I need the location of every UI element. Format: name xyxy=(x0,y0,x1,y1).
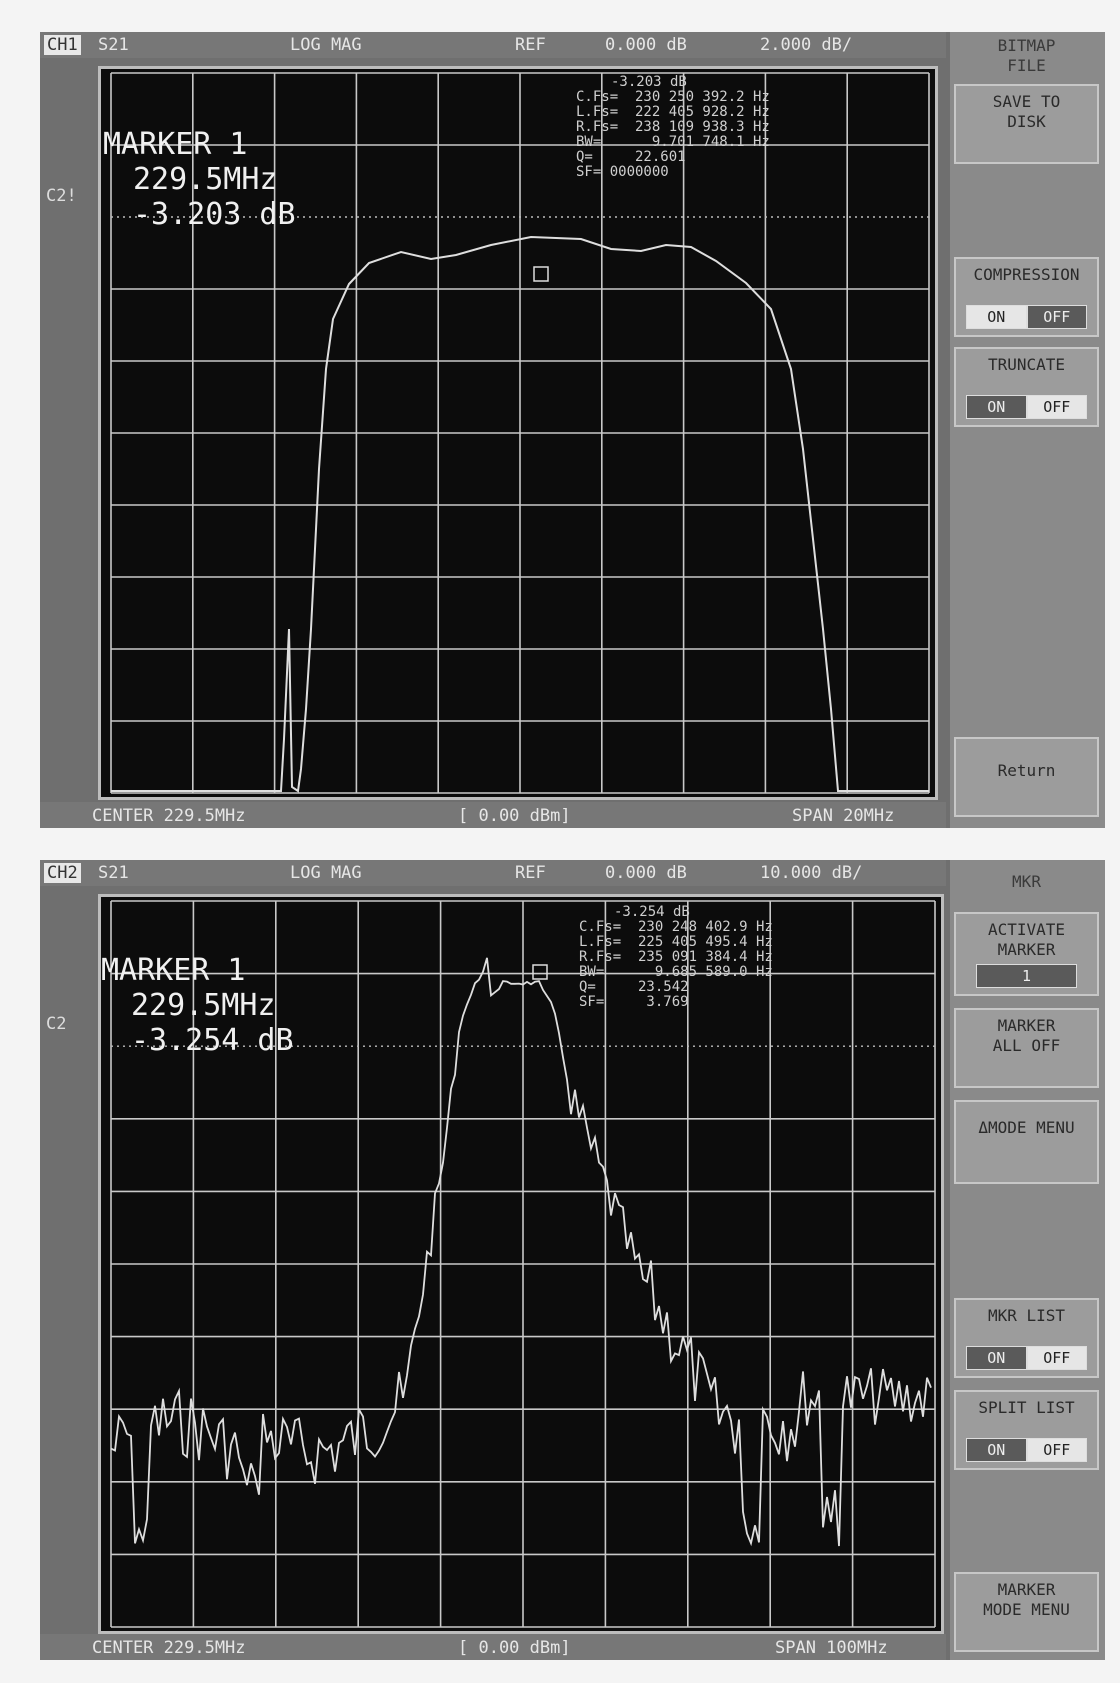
compression-label: COMPRESSION xyxy=(973,265,1080,284)
marker-mode-label: MARKER MODE MENU xyxy=(983,1580,1070,1619)
trace-graph xyxy=(110,900,936,1628)
truncate-toggle[interactable]: TRUNCATE ON OFF xyxy=(954,347,1099,427)
compression-switch[interactable]: ON OFF xyxy=(966,305,1087,329)
plot-area[interactable]: MARKER 1 229.5MHz -3.203 dB -3.203 dB C.… xyxy=(98,66,938,800)
trace-line xyxy=(110,957,932,1547)
compression-on[interactable]: ON xyxy=(966,305,1027,329)
ref-label: REF xyxy=(515,35,546,55)
stats-head: -3.254 dB xyxy=(614,904,690,920)
marker-symbol xyxy=(533,266,549,282)
graticule xyxy=(110,72,930,794)
delta-mode-menu-button[interactable]: ΔMODE MENU xyxy=(954,1100,1099,1184)
plot-area[interactable]: MARKER 1 229.5MHz -3.254 dB -3.254 dB C.… xyxy=(98,894,944,1634)
truncate-on[interactable]: ON xyxy=(966,395,1027,419)
stats-row: L.Fs= 225 405 495.4 Hz xyxy=(579,934,773,950)
marker-frequency: 229.5MHz xyxy=(133,162,278,197)
marker-value: -3.254 dB xyxy=(131,1023,294,1058)
format-label: LOG MAG xyxy=(290,35,362,55)
channel-side-label: C2 xyxy=(46,1014,67,1034)
span-value: SPAN 100MHz xyxy=(775,1638,888,1658)
screen2-footer: CENTER 229.5MHz [ 0.00 dBm] SPAN 100MHz xyxy=(40,1634,946,1660)
stats-row: Q= 23.542 xyxy=(579,979,689,995)
screen1-footer: CENTER 229.5MHz [ 0.00 dBm] SPAN 20MHz xyxy=(40,802,946,828)
activate-marker-button[interactable]: ACTIVATE MARKER 1 xyxy=(954,912,1099,996)
span-value: SPAN 20MHz xyxy=(792,806,895,826)
split-list-off[interactable]: OFF xyxy=(1026,1438,1087,1462)
stats-row: SF= 3.769 xyxy=(579,994,689,1010)
return-button[interactable]: Return xyxy=(954,737,1099,817)
source-power: [ 0.00 dBm] xyxy=(458,1638,571,1658)
format-label: LOG MAG xyxy=(290,863,362,883)
graticule xyxy=(110,900,936,1628)
activate-marker-label: ACTIVATE MARKER xyxy=(987,920,1066,959)
stats-row: R.Fs= 235 091 384.4 Hz xyxy=(579,949,773,965)
softkey-panel: BITMAP FILE SAVE TO DISK COMPRESSION ON … xyxy=(950,32,1105,828)
save-to-disk-label: SAVE TO DISK xyxy=(992,92,1061,131)
scale-value: 10.000 dB/ xyxy=(760,863,863,883)
stats-row: R.Fs= 238 109 938.3 Hz xyxy=(576,119,770,135)
stats-row: C.Fs= 230 248 402.9 Hz xyxy=(579,919,773,935)
scale-value: 2.000 dB/ xyxy=(760,35,853,55)
menu-title: BITMAP FILE xyxy=(997,36,1056,75)
marker-stats: -3.203 dB C.Fs= 230 250 392.2 Hz L.Fs= 2… xyxy=(576,75,770,180)
mkr-list-switch[interactable]: ON OFF xyxy=(966,1346,1087,1370)
save-to-disk-button[interactable]: SAVE TO DISK xyxy=(954,84,1099,164)
ref-value: 0.000 dB xyxy=(605,863,687,883)
marker-readout: MARKER 1 229.5MHz -3.254 dB xyxy=(101,953,294,1058)
split-list-label: SPLIT LIST xyxy=(978,1398,1075,1417)
compression-toggle[interactable]: COMPRESSION ON OFF xyxy=(954,257,1099,337)
source-power: [ 0.00 dBm] xyxy=(458,806,571,826)
channel-badge[interactable]: CH2 xyxy=(44,863,81,883)
active-marker-field[interactable]: 1 xyxy=(976,964,1077,988)
marker-stats: -3.254 dB C.Fs= 230 248 402.9 Hz L.Fs= 2… xyxy=(579,905,773,1010)
marker-mode-menu-button[interactable]: MARKER MODE MENU xyxy=(954,1572,1099,1652)
active-marker-value[interactable]: 1 xyxy=(976,964,1077,988)
marker-symbol xyxy=(532,964,548,980)
return-label: Return xyxy=(997,761,1056,780)
mkr-list-on[interactable]: ON xyxy=(966,1346,1027,1370)
split-list-toggle[interactable]: SPLIT LIST ON OFF xyxy=(954,1390,1099,1470)
stats-row: L.Fs= 222 405 928.2 Hz xyxy=(576,104,770,120)
analyzer-screen-2: CH2 S21 LOG MAG REF 0.000 dB 10.000 dB/ … xyxy=(40,860,1105,1660)
compression-off[interactable]: OFF xyxy=(1026,305,1087,329)
marker-all-off-button[interactable]: MARKER ALL OFF xyxy=(954,1008,1099,1088)
s-parameter: S21 xyxy=(98,863,129,883)
center-frequency: CENTER 229.5MHz xyxy=(92,806,246,826)
split-list-on[interactable]: ON xyxy=(966,1438,1027,1462)
stats-row: SF= 0000000 xyxy=(576,164,669,180)
softkey-panel: MKR ACTIVATE MARKER 1 MARKER ALL OFF ΔMO… xyxy=(950,860,1105,1660)
mkr-list-toggle[interactable]: MKR LIST ON OFF xyxy=(954,1298,1099,1378)
truncate-off[interactable]: OFF xyxy=(1026,395,1087,419)
marker-frequency: 229.5MHz xyxy=(131,988,276,1023)
s-parameter: S21 xyxy=(98,35,129,55)
trace-graph xyxy=(110,72,930,794)
screen2-header: CH2 S21 LOG MAG REF 0.000 dB 10.000 dB/ xyxy=(40,860,946,886)
ref-label: REF xyxy=(515,863,546,883)
mkr-list-off[interactable]: OFF xyxy=(1026,1346,1087,1370)
trace-line xyxy=(111,235,929,793)
stats-head: -3.203 dB xyxy=(611,74,687,90)
analyzer-screen-1: CH1 S21 LOG MAG REF 0.000 dB 2.000 dB/ C… xyxy=(40,32,1105,828)
mkr-list-label: MKR LIST xyxy=(987,1306,1066,1325)
marker-value: -3.203 dB xyxy=(133,197,296,232)
screen1-header: CH1 S21 LOG MAG REF 0.000 dB 2.000 dB/ xyxy=(40,32,946,58)
stats-row: C.Fs= 230 250 392.2 Hz xyxy=(576,89,770,105)
truncate-label: TRUNCATE xyxy=(987,355,1066,374)
center-frequency: CENTER 229.5MHz xyxy=(92,1638,246,1658)
stats-row: BW= 9.701 748.1 Hz xyxy=(576,134,770,150)
delta-mode-label: ΔMODE MENU xyxy=(978,1118,1075,1137)
split-list-switch[interactable]: ON OFF xyxy=(966,1438,1087,1462)
marker-title: MARKER 1 xyxy=(103,127,248,162)
truncate-switch[interactable]: ON OFF xyxy=(966,395,1087,419)
stats-row: BW= 9.685 589.0 Hz xyxy=(579,964,773,980)
marker-readout: MARKER 1 229.5MHz -3.203 dB xyxy=(103,127,296,232)
marker-title: MARKER 1 xyxy=(101,953,246,988)
stats-row: Q= 22.601 xyxy=(576,149,686,165)
channel-badge[interactable]: CH1 xyxy=(44,35,81,55)
marker-all-off-label: MARKER ALL OFF xyxy=(992,1016,1061,1055)
ref-value: 0.000 dB xyxy=(605,35,687,55)
menu-title: MKR xyxy=(1012,872,1041,891)
channel-side-label: C2! xyxy=(46,186,77,206)
